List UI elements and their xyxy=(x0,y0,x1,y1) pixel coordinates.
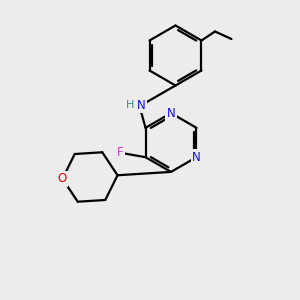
Text: O: O xyxy=(58,172,67,185)
Text: H: H xyxy=(126,100,135,110)
Text: N: N xyxy=(167,106,176,120)
Text: F: F xyxy=(117,146,123,159)
Text: N: N xyxy=(192,151,201,164)
Text: N: N xyxy=(137,99,146,112)
